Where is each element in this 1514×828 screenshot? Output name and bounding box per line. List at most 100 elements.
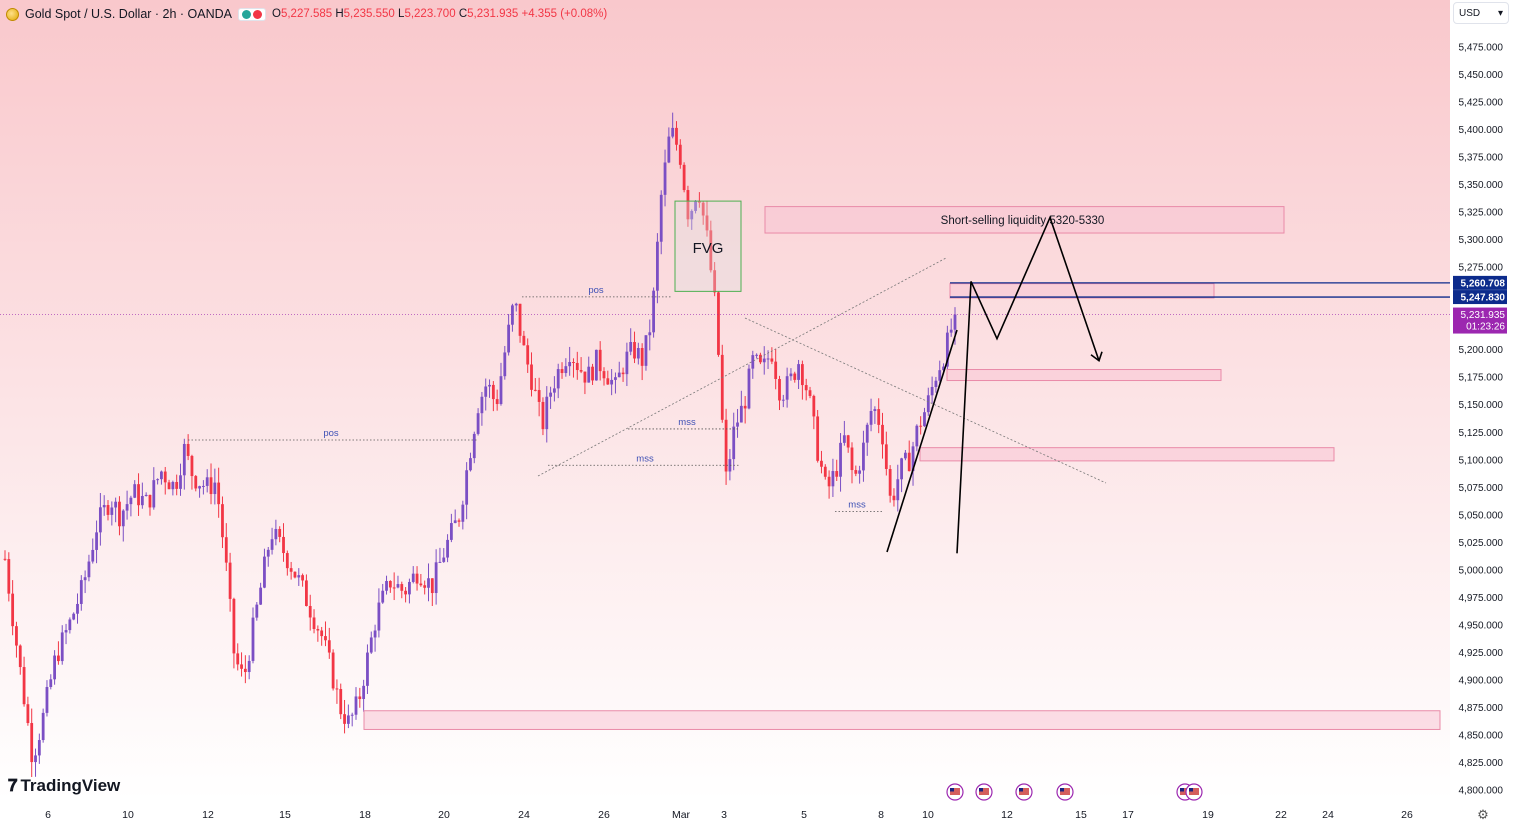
candle-body: [140, 495, 144, 506]
candle-body: [125, 504, 129, 511]
y-tick-label: 5,350.000: [1459, 180, 1504, 191]
x-tick-label: 12: [1001, 809, 1013, 821]
y-tick-label: 5,175.000: [1459, 373, 1504, 384]
candle-body: [781, 399, 785, 401]
close-label: C: [458, 8, 468, 20]
candle-body: [873, 409, 877, 411]
candle-body: [442, 557, 446, 562]
candle-body: [297, 575, 301, 578]
candle-body: [633, 342, 636, 359]
event-flag-stripe: [950, 788, 960, 795]
liquidity-zone: [946, 369, 1222, 382]
candle-body: [331, 652, 335, 689]
candle-body: [137, 484, 140, 506]
currency-select[interactable]: USD ▾: [1453, 2, 1509, 24]
y-tick-label: 4,800.000: [1459, 786, 1504, 797]
candle-body: [812, 395, 816, 417]
low-value: 5,223.700: [404, 8, 456, 20]
candle-body: [705, 215, 709, 231]
candle-body: [95, 532, 98, 550]
candle-body: [190, 455, 194, 477]
high-value: 5,235.550: [343, 8, 395, 20]
candle-body: [549, 392, 552, 397]
open-label: O: [272, 8, 281, 20]
uptrend-line: [886, 329, 958, 553]
x-tick-label: 3: [721, 809, 727, 821]
x-tick-label: 19: [1202, 809, 1214, 821]
candle-body: [678, 144, 682, 165]
event-flag-canton: [950, 788, 954, 792]
candle-body: [301, 575, 304, 581]
candles-group: [3, 112, 957, 778]
candle-body: [739, 405, 743, 423]
candle-body: [923, 412, 926, 427]
y-tick-label: 5,450.000: [1459, 70, 1504, 81]
gear-icon[interactable]: ⚙: [1477, 807, 1489, 822]
candle-body: [228, 562, 232, 599]
candle-body: [285, 553, 289, 569]
candle-body: [415, 573, 419, 584]
liquidity-zone: [949, 283, 1215, 299]
candle-body: [919, 425, 923, 427]
candle-body: [659, 194, 663, 242]
y-tick-label: 5,100.000: [1459, 455, 1504, 466]
liquidity-zone: [919, 447, 1335, 462]
candle-body: [697, 201, 701, 203]
candle-body: [938, 370, 942, 381]
candle-body: [491, 384, 495, 400]
candle-body: [747, 368, 751, 409]
candle-body: [152, 480, 156, 508]
candle-body: [854, 470, 858, 474]
candle-body: [667, 136, 671, 163]
candle-body: [732, 426, 736, 460]
candle-body: [942, 366, 945, 371]
y-tick-label: 5,200.000: [1459, 345, 1504, 356]
y-tick-label: 5,425.000: [1459, 98, 1504, 109]
candle-body: [427, 578, 430, 588]
candle-body: [98, 507, 102, 533]
candle-body: [877, 409, 881, 425]
indicator-toggle[interactable]: [238, 7, 267, 21]
candle-body: [572, 362, 575, 364]
tradingview-logo[interactable]: 𝟕 TradingView: [8, 776, 120, 796]
y-tick-label: 4,975.000: [1459, 593, 1504, 604]
tradingview-mark-icon: 𝟕: [8, 776, 18, 795]
x-tick-label: 26: [598, 809, 610, 821]
symbol-title[interactable]: Gold Spot / U.S. Dollar · 2h · OANDA: [25, 7, 233, 21]
candle-body: [438, 561, 442, 563]
x-tick-label: 10: [122, 809, 134, 821]
candle-body: [774, 361, 778, 379]
candle-body: [68, 619, 72, 631]
candle-body: [449, 523, 453, 540]
event-flag-canton: [1060, 788, 1064, 792]
candle-body: [945, 332, 949, 367]
candle-body: [316, 629, 320, 631]
low-label: L: [398, 8, 405, 20]
y-tick-label: 5,150.000: [1459, 400, 1504, 411]
candle-body: [396, 584, 400, 588]
candle-body: [461, 504, 465, 522]
candle-body: [823, 466, 827, 477]
candle-body: [278, 528, 282, 537]
candle-body: [602, 371, 606, 379]
candle-body: [182, 443, 186, 476]
candle-body: [671, 127, 675, 137]
open-value: 5,227.585: [280, 8, 333, 20]
candle-body: [102, 505, 106, 508]
price-badge: [1453, 290, 1507, 305]
candle-body: [640, 348, 644, 366]
candle-body: [556, 369, 560, 389]
candle-body: [263, 556, 266, 588]
candle-body: [915, 425, 919, 447]
candle-body: [114, 501, 118, 508]
y-tick-label: 5,075.000: [1459, 483, 1504, 494]
candle-body: [709, 230, 713, 271]
candle-body: [106, 505, 110, 515]
candle-body: [381, 590, 385, 603]
candle-body: [11, 593, 15, 627]
event-flag-stripe: [1180, 788, 1190, 795]
y-tick-label: 4,900.000: [1459, 675, 1504, 686]
candle-body: [293, 571, 297, 578]
